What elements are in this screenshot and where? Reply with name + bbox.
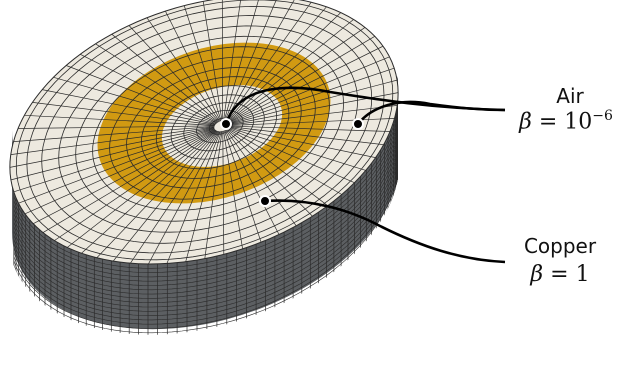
top-face-outline	[9, 0, 399, 265]
copper-beta-equation: β = 1	[505, 262, 615, 287]
mesh-spoke	[227, 128, 342, 195]
mesh-spoke	[226, 128, 328, 206]
side-layer	[13, 93, 399, 291]
mesh-spoke	[42, 129, 216, 233]
mesh-spoke	[128, 25, 220, 123]
copper-beta-value: 1	[575, 262, 590, 287]
copper-beta-symbol: β	[530, 262, 544, 287]
air-beta-symbol: β	[519, 109, 532, 135]
mesh-spoke	[10, 127, 215, 181]
mesh-spoke	[228, 27, 366, 123]
air-beta-exponent: −6	[592, 108, 613, 124]
mesh-spoke	[229, 45, 384, 123]
air-outer-dot	[352, 118, 364, 130]
mesh-spoke	[222, 130, 225, 255]
mesh-spoke	[228, 35, 375, 123]
mesh-spoke	[223, 130, 243, 249]
mesh-spoke	[96, 130, 218, 259]
mesh-spoke	[225, 129, 297, 227]
side-layer	[13, 124, 399, 321]
mesh-spoke	[229, 126, 384, 146]
copper-dot	[259, 195, 271, 207]
mesh-spoke	[183, 5, 222, 122]
mesh-spoke	[202, 1, 223, 121]
side-layer	[13, 85, 399, 282]
mesh-spoke	[42, 89, 216, 125]
mesh-spoke	[53, 76, 217, 125]
mesh-spoke	[229, 67, 395, 124]
side-layer	[13, 115, 399, 312]
mesh-spoke	[146, 17, 220, 122]
copper-leader	[264, 199, 506, 264]
mesh-spoke	[148, 131, 221, 265]
side-layer	[13, 136, 399, 334]
side-layer	[13, 102, 399, 299]
mesh-spoke	[165, 10, 221, 122]
side-layer	[13, 106, 399, 304]
mesh-spoke	[32, 102, 216, 126]
mesh-spoke	[24, 129, 215, 215]
side-layer	[13, 76, 399, 269]
mesh-spoke	[229, 125, 391, 132]
mesh-spoke	[18, 128, 215, 204]
mesh-spoke	[228, 126, 376, 158]
mesh-spoke	[13, 128, 215, 193]
mesh-spoke	[204, 131, 223, 259]
mesh-spoke	[228, 127, 366, 171]
mesh-spoke	[33, 129, 216, 225]
copper-equals: =	[543, 262, 576, 287]
mesh-spoke	[224, 130, 280, 235]
mesh-spoke	[9, 127, 215, 168]
mesh-spoke	[226, 6, 327, 122]
mesh-spoke	[227, 12, 341, 122]
mesh-spoke	[229, 79, 398, 125]
side-layer	[13, 89, 399, 286]
side-layer	[13, 132, 399, 329]
mesh-spoke	[80, 53, 218, 124]
mesh-spoke	[67, 130, 217, 248]
air-beta-base: 10	[564, 109, 593, 135]
leader-lines	[224, 86, 506, 264]
side-layer	[13, 111, 399, 308]
mesh-spoke	[17, 125, 215, 129]
mesh-spoke	[95, 43, 218, 123]
air-label: Air	[556, 84, 584, 108]
air-leader-outer	[356, 100, 506, 125]
mesh-spoke	[227, 19, 354, 122]
side-layer	[13, 81, 399, 278]
mesh-spoke	[112, 130, 219, 262]
top-face-mesh	[9, 0, 399, 265]
mesh-spoke	[223, 0, 260, 121]
side-layer	[13, 119, 399, 316]
mesh-spoke	[111, 33, 219, 123]
side-layer	[13, 76, 399, 273]
mesh-spoke	[225, 0, 296, 121]
mesh-spoke	[229, 118, 395, 126]
mesh-spoke	[13, 126, 215, 142]
mesh-spoke	[227, 127, 355, 184]
mesh-spoke	[223, 130, 262, 243]
leader-endpoints	[220, 118, 364, 207]
air-equals: =	[531, 109, 565, 135]
mesh-spoke	[24, 114, 215, 126]
side-layer	[13, 128, 399, 325]
mesh-spoke	[10, 126, 215, 155]
mesh-spoke	[54, 130, 217, 241]
cylinder-top-face	[9, 0, 399, 265]
mesh-spoke	[166, 131, 221, 264]
air-beta-equation: β = 10−6	[510, 108, 621, 134]
air-inner-dot	[220, 118, 232, 130]
mesh-spoke	[185, 131, 222, 262]
mesh-spoke	[223, 0, 242, 121]
mesh-spoke	[66, 65, 217, 124]
mesh-spoke	[81, 130, 218, 254]
mesh-spoke	[229, 105, 398, 126]
side-layer	[13, 98, 399, 295]
mesh-spoke	[224, 0, 278, 121]
copper-label: Copper	[523, 234, 597, 258]
mesh-spoke	[130, 131, 220, 264]
